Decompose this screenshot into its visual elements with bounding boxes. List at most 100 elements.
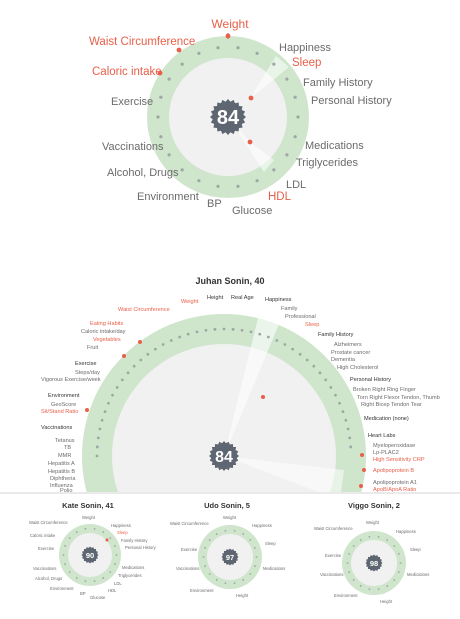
detail-label-geoscore[interactable]: GeoScore: [51, 402, 76, 408]
detail-label-environment[interactable]: Environment: [48, 393, 80, 399]
detail-label-hs-crp[interactable]: High Sensitivity CRP: [373, 457, 425, 463]
detail-label-family[interactable]: Family: [281, 306, 298, 312]
mini-label[interactable]: BP: [80, 591, 86, 596]
detail-label-broken-finger[interactable]: Broken Right Ring Finger: [353, 387, 416, 393]
mini-label[interactable]: Weight: [366, 520, 380, 525]
hero-label-bp[interactable]: BP: [207, 198, 222, 210]
detail-label-torn-flexor[interactable]: Torn Right Flexor Tendon, Thumb: [357, 395, 440, 401]
detail-label-high-chol[interactable]: High Cholesterol: [337, 365, 378, 371]
mini-label[interactable]: Medications: [122, 565, 144, 570]
hero-label-glucose[interactable]: Glucose: [232, 205, 272, 217]
detail-label-lp-pla2[interactable]: Lp-PLAC2: [373, 450, 399, 456]
mini-label[interactable]: Exercise: [325, 553, 342, 558]
mini-label[interactable]: Environment: [50, 586, 74, 591]
detail-label-weight[interactable]: Weight: [181, 299, 199, 305]
detail-label-personal-history[interactable]: Personal History: [350, 377, 391, 383]
hero-label-environment[interactable]: Environment: [137, 191, 199, 203]
hero-label-alcohol[interactable]: Alcohol, Drugs: [107, 167, 179, 179]
detail-label-steps[interactable]: Steps/day: [75, 370, 100, 376]
mini-label[interactable]: Environment: [334, 593, 358, 598]
detail-label-myelo[interactable]: Myeloperoxidase: [373, 443, 415, 449]
mini-label[interactable]: Height: [236, 593, 249, 598]
hero-label-personal-history[interactable]: Personal History: [311, 95, 392, 107]
detail-label-professional[interactable]: Professional: [285, 314, 316, 320]
mini-label[interactable]: Triglycerides: [118, 573, 142, 578]
detail-label-hep-a[interactable]: Hepatitis A: [48, 461, 75, 467]
detail-label-torn-bicep[interactable]: Right Bicep Tendon Tear: [361, 402, 422, 408]
mini-label[interactable]: Vaccinations: [320, 572, 343, 577]
detail-label-alzheimers[interactable]: Alzheimers: [334, 342, 362, 348]
mini-card-kate[interactable]: Kate Sonin, 41 90 Weight Waist Circumfer…: [29, 501, 157, 600]
hero-label-waist[interactable]: Waist Circumference: [89, 36, 195, 48]
detail-label-medication[interactable]: Medication (none): [364, 416, 409, 422]
mini-label[interactable]: Weight: [223, 515, 237, 520]
detail-label-apo-a1[interactable]: Apolipoprotein A1: [373, 480, 417, 486]
mini-label[interactable]: Personal History: [125, 545, 157, 550]
mini-label[interactable]: Vaccinations: [33, 566, 56, 571]
mini-label[interactable]: Environment: [190, 588, 214, 593]
detail-label-polio[interactable]: Polio: [60, 488, 72, 494]
detail-label-diphtheria[interactable]: Diphtheria: [50, 476, 76, 482]
mini-label[interactable]: Happiness: [252, 523, 272, 528]
detail-label-waist[interactable]: Waist Circumference: [118, 307, 170, 313]
mini-label[interactable]: Sleep: [117, 530, 128, 535]
mini-label[interactable]: LDL: [114, 581, 122, 586]
mini-label[interactable]: Height: [380, 599, 393, 604]
hero-label-hdl[interactable]: HDL: [268, 191, 292, 203]
detail-label-dementia[interactable]: Dementia: [331, 357, 356, 363]
detail-label-tb[interactable]: TB: [64, 445, 71, 451]
hero-label-exercise[interactable]: Exercise: [111, 96, 153, 108]
mini-label[interactable]: HDL: [108, 588, 117, 593]
detail-label-vegetables[interactable]: Vegetables: [93, 337, 121, 343]
hero-label-vaccinations[interactable]: Vaccinations: [102, 141, 164, 153]
detail-label-prostate[interactable]: Prostate cancer: [331, 350, 370, 356]
detail-label-tetanus[interactable]: Tetanus: [55, 438, 75, 444]
detail-label-eating[interactable]: Eating Habits: [90, 321, 123, 327]
hero-label-medications[interactable]: Medications: [305, 140, 364, 152]
detail-label-caloric[interactable]: Caloric intake/day: [81, 329, 126, 335]
detail-label-influenza[interactable]: Influenza: [50, 483, 74, 489]
mini-card-viggo[interactable]: Viggo Sonin, 2 98 Weight Waist Circumfer…: [314, 501, 429, 604]
mini-label[interactable]: Alcohol, Drugs: [35, 576, 62, 581]
detail-label-exercise[interactable]: Exercise: [75, 361, 96, 367]
mini-label[interactable]: Medications: [263, 566, 285, 571]
detail-label-sleep[interactable]: Sleep: [305, 322, 319, 328]
mini-label[interactable]: Waist Circumference: [314, 526, 353, 531]
hero-label-happiness[interactable]: Happiness: [279, 42, 331, 54]
mini-label[interactable]: Sleep: [410, 547, 421, 552]
detail-label-height[interactable]: Height: [207, 295, 224, 301]
detail-label-apo-ratio[interactable]: ApoB/ApoA Ratio: [373, 487, 416, 493]
mini-card-udo[interactable]: Udo Sonin, 5 97 Weight Waist Circumferen…: [170, 501, 285, 598]
ring-dot: [393, 579, 396, 581]
mini-label[interactable]: Happiness: [111, 523, 131, 528]
detail-label-fruit[interactable]: Fruit: [87, 345, 99, 351]
detail-label-hep-b[interactable]: Hepatitis B: [48, 469, 75, 475]
detail-label-sitstand[interactable]: Sit/Stand Ratio: [41, 409, 78, 415]
mini-label[interactable]: Sleep: [265, 541, 276, 546]
hero-label-ldl[interactable]: LDL: [286, 179, 306, 191]
detail-label-real-age[interactable]: Real Age: [231, 295, 254, 301]
detail-label-heart-labs[interactable]: Heart Labs: [368, 433, 396, 439]
hero-label-weight[interactable]: Weight: [211, 17, 249, 31]
detail-label-family-history[interactable]: Family History: [318, 332, 354, 338]
mini-label[interactable]: Waist Circumference: [29, 520, 68, 525]
mini-label[interactable]: Exercise: [181, 547, 198, 552]
detail-label-vigorous[interactable]: Vigorous Exercise/week: [41, 377, 101, 383]
mini-label[interactable]: Weight: [82, 515, 96, 520]
mini-label[interactable]: Exercise: [38, 546, 55, 551]
mini-label[interactable]: Family History: [121, 538, 148, 543]
mini-label[interactable]: Caloric intake: [30, 533, 56, 538]
detail-label-mmr[interactable]: MMR: [58, 453, 71, 459]
hero-label-triglycerides[interactable]: Triglycerides: [296, 157, 358, 169]
detail-label-vaccinations[interactable]: Vaccinations: [41, 425, 73, 431]
mini-label[interactable]: Glucose: [90, 595, 106, 600]
hero-label-caloric[interactable]: Caloric intake: [92, 66, 162, 78]
mini-label[interactable]: Waist Circumference: [170, 521, 209, 526]
mini-label[interactable]: Vaccinations: [176, 566, 199, 571]
mini-label[interactable]: Happiness: [396, 529, 416, 534]
detail-label-happiness[interactable]: Happiness: [265, 297, 292, 303]
detail-label-apo-b[interactable]: Apolipoprotein B: [373, 468, 414, 474]
mini-label[interactable]: Medications: [407, 572, 429, 577]
hero-label-sleep[interactable]: Sleep: [292, 57, 321, 69]
hero-label-family-history[interactable]: Family History: [303, 77, 373, 89]
